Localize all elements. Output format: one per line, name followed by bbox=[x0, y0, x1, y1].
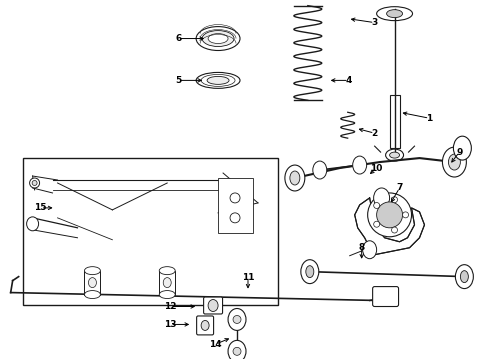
Ellipse shape bbox=[159, 267, 175, 275]
Ellipse shape bbox=[230, 213, 240, 223]
Ellipse shape bbox=[196, 27, 240, 50]
Text: 10: 10 bbox=[370, 163, 383, 172]
Ellipse shape bbox=[228, 340, 246, 360]
Ellipse shape bbox=[285, 165, 305, 191]
Text: 14: 14 bbox=[209, 340, 221, 349]
Circle shape bbox=[233, 347, 241, 355]
Circle shape bbox=[233, 315, 241, 323]
Ellipse shape bbox=[84, 291, 100, 298]
Text: 2: 2 bbox=[371, 129, 378, 138]
Ellipse shape bbox=[228, 309, 246, 330]
Ellipse shape bbox=[207, 76, 229, 84]
FancyBboxPatch shape bbox=[196, 316, 214, 335]
Circle shape bbox=[392, 227, 397, 233]
Ellipse shape bbox=[363, 241, 377, 259]
Ellipse shape bbox=[26, 217, 39, 231]
Ellipse shape bbox=[208, 300, 218, 311]
Bar bbox=[159, 271, 175, 294]
Ellipse shape bbox=[29, 178, 40, 188]
Circle shape bbox=[403, 212, 409, 218]
Text: 5: 5 bbox=[175, 76, 181, 85]
Circle shape bbox=[374, 203, 380, 208]
Ellipse shape bbox=[386, 149, 404, 161]
Circle shape bbox=[374, 221, 380, 227]
Bar bbox=[390, 95, 399, 148]
Polygon shape bbox=[355, 198, 424, 255]
Ellipse shape bbox=[461, 271, 468, 283]
Ellipse shape bbox=[390, 152, 399, 158]
Text: 3: 3 bbox=[371, 18, 378, 27]
Ellipse shape bbox=[84, 267, 100, 275]
Text: 11: 11 bbox=[242, 273, 254, 282]
Ellipse shape bbox=[202, 31, 234, 46]
Ellipse shape bbox=[301, 260, 319, 284]
Bar bbox=[218, 178, 253, 233]
Ellipse shape bbox=[159, 291, 175, 298]
Text: 6: 6 bbox=[175, 34, 181, 43]
Text: 8: 8 bbox=[359, 243, 365, 252]
Ellipse shape bbox=[208, 33, 228, 44]
Ellipse shape bbox=[387, 10, 403, 18]
Ellipse shape bbox=[196, 72, 240, 88]
Ellipse shape bbox=[455, 265, 473, 289]
Text: 9: 9 bbox=[456, 148, 463, 157]
Ellipse shape bbox=[230, 193, 240, 203]
Ellipse shape bbox=[32, 180, 37, 185]
Bar bbox=[84, 271, 100, 294]
Ellipse shape bbox=[306, 266, 314, 278]
Ellipse shape bbox=[313, 161, 327, 179]
Ellipse shape bbox=[201, 320, 209, 330]
Bar bbox=[23, 158, 278, 305]
Ellipse shape bbox=[442, 147, 466, 177]
Ellipse shape bbox=[377, 7, 413, 21]
Ellipse shape bbox=[374, 188, 390, 208]
FancyBboxPatch shape bbox=[204, 297, 222, 314]
Ellipse shape bbox=[290, 171, 300, 185]
Ellipse shape bbox=[453, 136, 471, 160]
Circle shape bbox=[377, 202, 403, 228]
FancyBboxPatch shape bbox=[372, 287, 398, 306]
Ellipse shape bbox=[448, 154, 461, 170]
Text: 4: 4 bbox=[345, 76, 352, 85]
Text: 15: 15 bbox=[34, 203, 47, 212]
Text: 12: 12 bbox=[164, 302, 176, 311]
Ellipse shape bbox=[353, 156, 367, 174]
Text: 7: 7 bbox=[396, 184, 403, 193]
Ellipse shape bbox=[163, 278, 171, 288]
Text: 1: 1 bbox=[426, 114, 433, 123]
Text: 13: 13 bbox=[164, 320, 176, 329]
Circle shape bbox=[392, 197, 397, 203]
Circle shape bbox=[368, 193, 412, 237]
Ellipse shape bbox=[89, 278, 97, 288]
